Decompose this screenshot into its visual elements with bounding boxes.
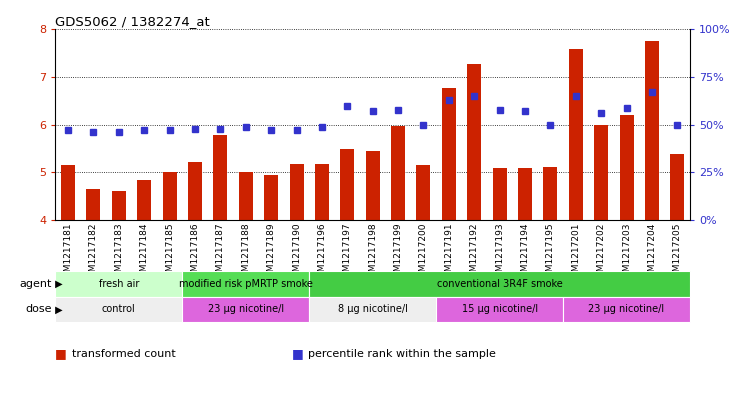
Bar <box>467 64 481 220</box>
Text: GSM1217198: GSM1217198 <box>368 222 377 283</box>
Bar <box>289 164 303 220</box>
Text: GSM1217204: GSM1217204 <box>647 222 656 283</box>
Text: ▶: ▶ <box>52 305 62 314</box>
Bar <box>188 162 202 220</box>
Text: GSM1217188: GSM1217188 <box>241 222 250 283</box>
Text: GSM1217201: GSM1217201 <box>571 222 580 283</box>
Bar <box>645 41 659 220</box>
Text: ■: ■ <box>55 347 67 360</box>
Text: ■: ■ <box>292 347 303 360</box>
Bar <box>442 88 456 220</box>
Bar <box>543 167 557 220</box>
Bar <box>182 297 309 322</box>
Text: GSM1217186: GSM1217186 <box>190 222 199 283</box>
Bar <box>594 125 608 220</box>
Text: GSM1217205: GSM1217205 <box>673 222 682 283</box>
Bar <box>162 173 176 220</box>
Text: GSM1217192: GSM1217192 <box>470 222 479 283</box>
Bar <box>55 271 182 297</box>
Text: fresh air: fresh air <box>99 279 139 289</box>
Bar <box>620 115 633 220</box>
Text: ▶: ▶ <box>52 279 62 289</box>
Text: percentile rank within the sample: percentile rank within the sample <box>308 349 496 359</box>
Bar <box>309 297 436 322</box>
Bar <box>137 180 151 220</box>
Text: GSM1217190: GSM1217190 <box>292 222 301 283</box>
Text: conventional 3R4F smoke: conventional 3R4F smoke <box>437 279 562 289</box>
Text: GSM1217199: GSM1217199 <box>393 222 402 283</box>
Text: GSM1217183: GSM1217183 <box>114 222 123 283</box>
Text: 8 μg nicotine/l: 8 μg nicotine/l <box>338 305 407 314</box>
Text: GSM1217194: GSM1217194 <box>520 222 529 283</box>
Text: control: control <box>102 305 136 314</box>
Text: 23 μg nicotine/l: 23 μg nicotine/l <box>588 305 665 314</box>
Bar <box>315 164 329 220</box>
Bar <box>563 297 690 322</box>
Bar <box>391 126 405 220</box>
Text: GSM1217191: GSM1217191 <box>444 222 453 283</box>
Text: agent: agent <box>19 279 52 289</box>
Text: GSM1217189: GSM1217189 <box>266 222 275 283</box>
Bar <box>309 271 690 297</box>
Bar <box>86 189 100 220</box>
Bar <box>112 191 125 220</box>
Text: GSM1217187: GSM1217187 <box>216 222 225 283</box>
Text: GSM1217185: GSM1217185 <box>165 222 174 283</box>
Text: transformed count: transformed count <box>72 349 176 359</box>
Text: GSM1217181: GSM1217181 <box>63 222 72 283</box>
Bar <box>416 165 430 220</box>
Bar <box>264 175 278 220</box>
Bar <box>518 168 532 220</box>
Text: GSM1217200: GSM1217200 <box>419 222 428 283</box>
Bar <box>670 154 684 220</box>
Bar <box>340 149 354 220</box>
Text: GSM1217196: GSM1217196 <box>317 222 326 283</box>
Text: GSM1217195: GSM1217195 <box>546 222 555 283</box>
Bar <box>61 165 75 220</box>
Text: 15 μg nicotine/l: 15 μg nicotine/l <box>461 305 538 314</box>
Text: GDS5062 / 1382274_at: GDS5062 / 1382274_at <box>55 15 210 28</box>
Bar <box>493 168 506 220</box>
Bar <box>436 297 563 322</box>
Bar <box>239 173 252 220</box>
Text: GSM1217184: GSM1217184 <box>139 222 148 283</box>
Bar <box>366 151 379 220</box>
Text: dose: dose <box>25 305 52 314</box>
Bar <box>182 271 309 297</box>
Text: GSM1217197: GSM1217197 <box>343 222 352 283</box>
Text: GSM1217203: GSM1217203 <box>622 222 631 283</box>
Text: GSM1217202: GSM1217202 <box>597 222 606 283</box>
Bar <box>213 135 227 220</box>
Text: GSM1217193: GSM1217193 <box>495 222 504 283</box>
Text: GSM1217182: GSM1217182 <box>89 222 98 283</box>
Bar <box>55 297 182 322</box>
Bar <box>569 50 583 220</box>
Text: 23 μg nicotine/l: 23 μg nicotine/l <box>207 305 284 314</box>
Text: modified risk pMRTP smoke: modified risk pMRTP smoke <box>179 279 313 289</box>
